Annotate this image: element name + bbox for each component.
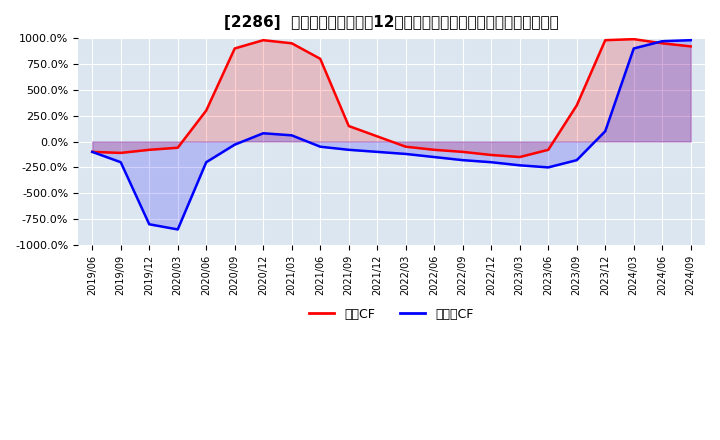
営業CF: [544, 147, 552, 152]
営業CF: [487, 152, 495, 158]
営業CF: [202, 108, 210, 113]
営業CF: [373, 134, 382, 139]
営業CF: [344, 123, 353, 128]
フリーCF: [202, 160, 210, 165]
営業CF: [459, 149, 467, 154]
フリーCF: [572, 158, 581, 163]
営業CF: [430, 147, 438, 152]
営業CF: [287, 40, 296, 46]
フリーCF: [487, 160, 495, 165]
営業CF: [117, 150, 125, 156]
営業CF: [174, 145, 182, 150]
フリーCF: [259, 131, 268, 136]
フリーCF: [316, 144, 325, 149]
営業CF: [316, 56, 325, 62]
Line: フリーCF: フリーCF: [92, 40, 690, 229]
営業CF: [259, 37, 268, 43]
フリーCF: [373, 149, 382, 154]
Line: 営業CF: 営業CF: [92, 39, 690, 157]
営業CF: [230, 46, 239, 51]
営業CF: [686, 44, 695, 49]
Title: [2286]  キャッシュフローの12か月移動合計の対前年同期増減率の推移: [2286] キャッシュフローの12か月移動合計の対前年同期増減率の推移: [224, 15, 559, 30]
フリーCF: [459, 158, 467, 163]
営業CF: [516, 154, 524, 160]
フリーCF: [629, 46, 638, 51]
フリーCF: [344, 147, 353, 152]
フリーCF: [287, 133, 296, 138]
フリーCF: [88, 149, 96, 154]
営業CF: [658, 40, 667, 46]
フリーCF: [117, 160, 125, 165]
フリーCF: [516, 163, 524, 168]
Legend: 営業CF, フリーCF: 営業CF, フリーCF: [305, 303, 479, 326]
営業CF: [572, 103, 581, 108]
営業CF: [601, 37, 610, 43]
フリーCF: [686, 37, 695, 43]
営業CF: [402, 144, 410, 149]
フリーCF: [544, 165, 552, 170]
フリーCF: [230, 142, 239, 147]
営業CF: [88, 149, 96, 154]
フリーCF: [601, 128, 610, 134]
フリーCF: [145, 222, 153, 227]
営業CF: [629, 37, 638, 42]
フリーCF: [174, 227, 182, 232]
フリーCF: [430, 154, 438, 160]
フリーCF: [402, 151, 410, 157]
営業CF: [145, 147, 153, 152]
フリーCF: [658, 39, 667, 44]
